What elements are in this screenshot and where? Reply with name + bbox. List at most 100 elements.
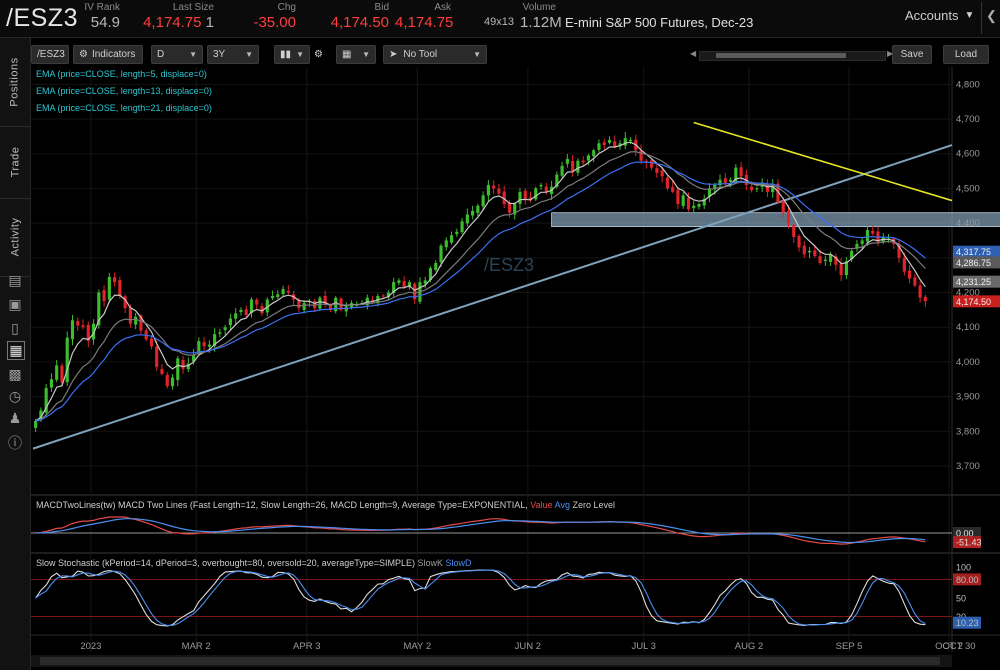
- candle: [807, 250, 812, 253]
- settings-gear-icon[interactable]: ⚙: [314, 49, 323, 60]
- timeframe-select[interactable]: 3Y ▼: [207, 45, 259, 64]
- candle: [402, 281, 406, 288]
- price-tick-label: 4,400: [956, 218, 980, 229]
- candle: [223, 327, 227, 331]
- phone-icon[interactable]: ▯: [11, 320, 19, 336]
- candle: [534, 188, 538, 200]
- chart-area[interactable]: 4,8004,7004,6004,5004,4004,3004,2004,100…: [31, 67, 1000, 670]
- date-tick-label: AUG 2: [735, 641, 764, 652]
- candle: [607, 139, 612, 143]
- candle: [276, 294, 280, 298]
- candle: [597, 143, 601, 150]
- candle: [49, 379, 54, 388]
- candle: [581, 160, 585, 163]
- stoch-tick-label: 100: [956, 563, 971, 573]
- candle: [176, 358, 180, 380]
- study-macd-label[interactable]: MACDTwoLines(tw) MACD Two Lines (Fast Le…: [36, 500, 616, 510]
- candle: [91, 323, 96, 340]
- candle: [76, 321, 80, 326]
- candle: [149, 338, 154, 347]
- date-tick-label: JUN 2: [515, 641, 541, 652]
- candle: [265, 299, 269, 313]
- grid-icon[interactable]: ▩: [8, 366, 22, 382]
- candle: [97, 292, 101, 326]
- candle: [818, 256, 822, 264]
- quote-header: /ESZ3 IV Rank 54.9 Last Size 4,174.75 1 …: [0, 0, 1000, 38]
- date-tick-label: APR 3: [293, 641, 320, 652]
- price-chart[interactable]: 4,8004,7004,6004,5004,4004,3004,2004,100…: [31, 67, 1000, 670]
- candle: [191, 354, 196, 362]
- study-stoch-label[interactable]: Slow Stochastic (kPeriod=14, dPeriod=3, …: [36, 558, 472, 568]
- candle: [313, 300, 317, 309]
- candle: [328, 304, 333, 310]
- candle: [765, 184, 770, 192]
- indicators-button[interactable]: ⚙ Indicators: [73, 45, 143, 64]
- scroll-right-icon[interactable]: ▶: [887, 49, 894, 58]
- monitor-icon[interactable]: ▤: [8, 272, 22, 288]
- people-icon[interactable]: ♟: [8, 410, 22, 426]
- candle: [455, 231, 459, 235]
- chevron-down-icon: ▼: [473, 50, 481, 59]
- price-tick-label: 4,800: [956, 79, 980, 90]
- candle: [518, 191, 522, 204]
- study-ema21-label[interactable]: EMA (price=CLOSE, length=21, displace=0): [36, 103, 212, 113]
- chart-scrollbar[interactable]: ◀ ▶: [690, 49, 893, 61]
- save-button[interactable]: Save: [892, 45, 932, 64]
- candle: [834, 256, 838, 265]
- price-tag: [953, 275, 1000, 288]
- candle: [202, 342, 206, 347]
- date-tick-label: SEP 5: [836, 641, 863, 652]
- quote-iv-rank: IV Rank 54.9: [84, 2, 120, 31]
- document-icon[interactable]: ▣: [8, 296, 22, 312]
- tab-positions[interactable]: Positions: [0, 38, 30, 127]
- chart-style-button[interactable]: ▮▮ ▼: [274, 45, 310, 64]
- candle: [181, 360, 185, 369]
- candle: [486, 184, 490, 196]
- aggregation-select[interactable]: D ▼: [151, 45, 203, 64]
- drawing-layout-button[interactable]: ▦ ▼: [336, 45, 376, 64]
- candle: [392, 282, 396, 294]
- candle: [592, 150, 596, 157]
- support-zone-rectangle[interactable]: [551, 212, 1000, 227]
- study-ema5-label[interactable]: EMA (price=CLOSE, length=5, displace=0): [36, 69, 207, 79]
- drawing-tool-select[interactable]: ➤ No Tool ▼: [383, 45, 487, 64]
- candle: [539, 184, 543, 187]
- accounts-menu[interactable]: Accounts ▼: [905, 8, 974, 23]
- chevron-down-icon: ▼: [964, 10, 975, 21]
- study-ema13-label[interactable]: EMA (price=CLOSE, length=13, displace=0): [36, 86, 212, 96]
- clock-icon[interactable]: ◷: [8, 388, 22, 404]
- trendline[interactable]: [32, 144, 953, 450]
- candle: [281, 289, 285, 295]
- candle: [234, 313, 238, 319]
- price-tag: [953, 295, 1000, 308]
- chart-icon[interactable]: ▦: [7, 341, 25, 360]
- chart-symbol-field[interactable]: /ESZ3: [31, 45, 69, 64]
- candle: [34, 420, 38, 428]
- resistance-trendline[interactable]: [693, 121, 953, 202]
- candle: [750, 186, 754, 191]
- candle: [65, 337, 69, 383]
- symbol-title[interactable]: /ESZ3: [6, 4, 78, 32]
- tab-trade[interactable]: Trade: [0, 126, 30, 199]
- candle: [513, 204, 517, 215]
- candle: [302, 302, 306, 310]
- chevron-down-icon: ▼: [362, 50, 370, 59]
- candle: [555, 174, 559, 187]
- load-button[interactable]: Load: [943, 45, 989, 64]
- candle: [286, 290, 290, 293]
- candle: [197, 341, 201, 354]
- time-scrollbar-thumb[interactable]: [40, 657, 940, 665]
- candle: [613, 141, 617, 147]
- scroll-left-icon[interactable]: ◀: [690, 49, 697, 58]
- candle: [528, 197, 533, 201]
- price-tick-label: 4,200: [956, 288, 980, 299]
- tab-activity[interactable]: Activity: [0, 198, 30, 277]
- help-icon[interactable]: ⓘ: [8, 435, 22, 451]
- scrollbar-thumb[interactable]: [716, 53, 846, 58]
- candle: [249, 299, 254, 313]
- price-tag: [953, 245, 1000, 258]
- instrument-description: E-mini S&P 500 Futures, Dec-23: [565, 15, 754, 30]
- chevron-left-icon[interactable]: ❮: [986, 8, 997, 23]
- candle: [897, 245, 901, 258]
- candle: [797, 235, 801, 248]
